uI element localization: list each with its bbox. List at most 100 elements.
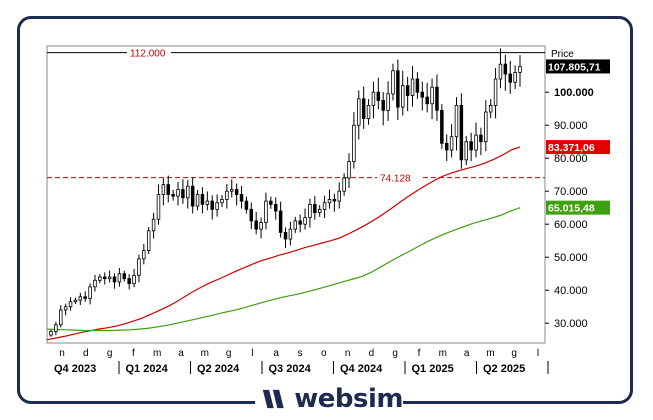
x-month-label: a	[464, 348, 470, 359]
candle-body	[361, 98, 366, 120]
candle-body	[498, 63, 503, 80]
candle-body	[308, 203, 312, 218]
candle-body	[102, 276, 107, 280]
candle-body	[190, 185, 195, 207]
candle-body	[269, 200, 273, 205]
candle-body	[63, 306, 68, 311]
plot-border	[46, 45, 546, 344]
candle-body	[215, 202, 219, 210]
candle-body	[425, 96, 429, 105]
candle-body	[508, 73, 512, 83]
candle-body	[239, 194, 244, 202]
candle-body	[371, 91, 376, 106]
candle-body	[259, 222, 263, 230]
candle-body	[195, 194, 200, 207]
level-label-bg	[127, 46, 171, 59]
candle-body	[127, 278, 131, 284]
x-quarter-label: Q4 2024	[340, 363, 383, 375]
candle-body	[440, 109, 444, 144]
candle-body	[220, 199, 224, 204]
x-month-label: n	[345, 348, 351, 359]
x-month-label: m	[439, 348, 447, 359]
candle-body	[347, 161, 351, 179]
x-month-label: f	[132, 348, 135, 359]
candle-body	[117, 273, 122, 283]
candle-body	[479, 134, 483, 143]
candle-body	[444, 142, 449, 151]
candle-body	[327, 199, 332, 204]
candle-body	[137, 258, 141, 276]
candle-body	[415, 78, 420, 93]
candle-body	[435, 86, 439, 111]
moving-average-green	[46, 207, 521, 332]
candle-body	[352, 124, 356, 162]
candle-body	[225, 190, 229, 200]
candle-body	[317, 208, 322, 214]
x-month-label: g	[226, 348, 232, 359]
candle-body	[244, 200, 249, 210]
candle-body	[107, 276, 112, 280]
x-month-label: o	[321, 348, 327, 359]
candle-body	[205, 200, 210, 205]
price-tag	[546, 59, 610, 74]
candle-body	[493, 78, 498, 106]
candle-body	[49, 331, 53, 336]
x-month-label: l	[251, 348, 253, 359]
candle-body	[161, 184, 166, 195]
candle-body	[122, 273, 127, 280]
candle-body	[503, 63, 508, 75]
candle-body	[273, 203, 278, 212]
candle-body	[337, 190, 341, 202]
candle-body	[298, 220, 302, 225]
price-tag-label: 65.015,48	[548, 203, 595, 215]
candle-body	[73, 299, 78, 303]
y-tick-label: 90.000	[554, 120, 588, 132]
candle-body	[210, 200, 214, 210]
price-tag	[546, 200, 610, 215]
candle-body	[171, 194, 175, 197]
x-month-label: d	[369, 348, 375, 359]
candle-body	[469, 141, 473, 151]
candle-body	[405, 85, 410, 96]
candle-body	[313, 203, 317, 214]
candle-body	[396, 70, 400, 108]
candle-body	[357, 98, 361, 126]
candle-body	[156, 194, 161, 220]
candle-body	[254, 220, 258, 230]
candle-body	[166, 184, 170, 195]
x-quarter-label: Q4 2023	[54, 363, 96, 375]
candle-body	[366, 105, 371, 120]
candle-body	[112, 276, 117, 283]
candle-body	[278, 210, 283, 233]
price-tag-label: 107.805,71	[548, 61, 601, 73]
price-tag-label: 83.371,06	[548, 142, 595, 154]
candle-body	[132, 274, 136, 285]
x-quarter-label: Q1 2024	[126, 363, 169, 375]
websim-logo-icon	[262, 389, 284, 409]
y-tick-label: 100.000	[554, 87, 594, 99]
candle-body	[459, 105, 464, 161]
candle-body	[430, 86, 434, 105]
x-quarter-label: Q1 2025	[412, 363, 454, 375]
y-tick-label: 60.000	[554, 219, 588, 231]
level-label: 112.000	[130, 49, 166, 60]
candle-body	[78, 296, 83, 301]
candle-body	[376, 91, 381, 101]
candle-body	[249, 208, 254, 222]
candle-body	[88, 286, 92, 299]
candle-body	[176, 189, 180, 197]
candle-body	[230, 189, 234, 192]
candle-body	[234, 189, 239, 195]
x-month-label: g	[107, 348, 113, 359]
candle-body	[449, 136, 454, 151]
moving-average-red	[46, 146, 521, 341]
y-axis-title: Price	[551, 49, 574, 60]
candle-body	[54, 324, 58, 332]
candle-body	[98, 276, 102, 281]
candle-body	[518, 66, 522, 73]
x-month-label: f	[418, 348, 421, 359]
x-month-label: s	[298, 348, 303, 359]
x-month-label: a	[273, 348, 279, 359]
candle-body	[151, 218, 156, 232]
